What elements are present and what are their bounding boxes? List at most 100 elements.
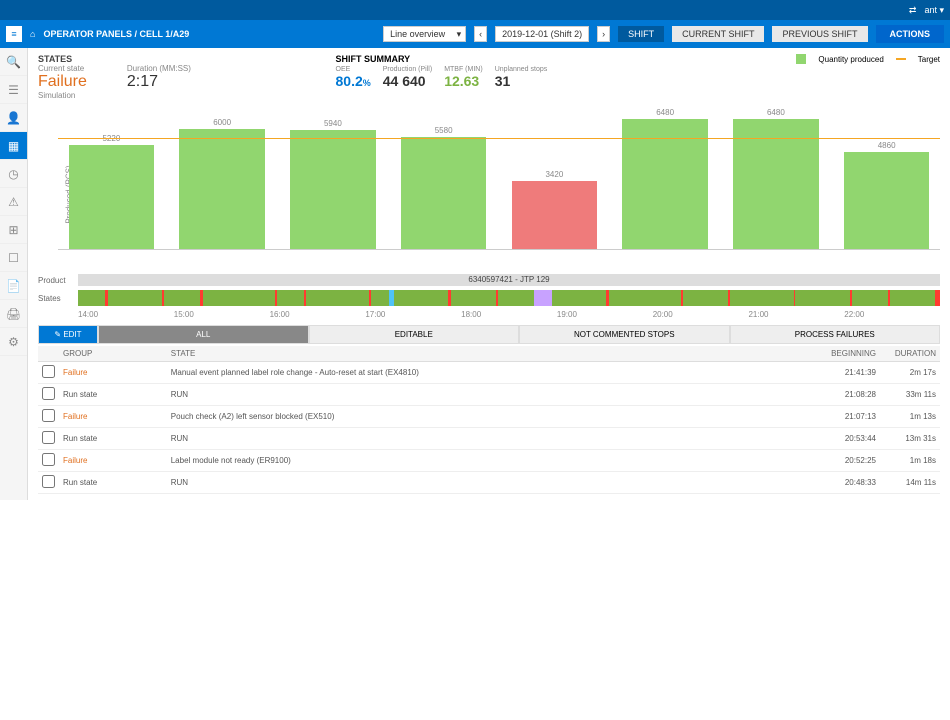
states-timeline (78, 290, 940, 306)
cell-duration: 13m 31s (880, 428, 940, 450)
tab-process-failures[interactable]: PROCESS FAILURES (730, 325, 941, 344)
legend-qty-swatch (796, 54, 806, 64)
states-heading: STATES (38, 54, 87, 64)
cell-beginning: 21:08:28 (820, 384, 880, 406)
col-beginning: BEGINNING (820, 346, 880, 362)
table-row[interactable]: Run stateRUN20:48:3314m 11s (38, 472, 940, 494)
summary-heading: SHIFT SUMMARY (336, 54, 548, 64)
tab-not-commented[interactable]: NOT COMMENTED STOPS (519, 325, 730, 344)
current-shift-button[interactable]: CURRENT SHIFT (672, 26, 764, 42)
cell-duration: 33m 11s (880, 384, 940, 406)
connectivity-icon: ⇄ (909, 5, 917, 16)
table-row[interactable]: Run stateRUN20:53:4413m 31s (38, 428, 940, 450)
states-timeline-label: States (38, 294, 78, 303)
sidebar: 🔍 ☰ 👤 ▦ ◷ ⚠ ⊞ ☐ 📄 🖨 ⚙ (0, 48, 28, 500)
tab-all[interactable]: ALL (98, 325, 309, 344)
cell-duration: 14m 11s (880, 472, 940, 494)
row-checkbox[interactable] (42, 409, 55, 422)
breadcrumb: OPERATOR PANELS / CELL 1/A29 (43, 29, 189, 39)
chart-bar (401, 137, 486, 249)
product-label: Product (38, 276, 78, 285)
legend-target-label: Target (918, 55, 940, 64)
chart-bar (179, 129, 264, 249)
date-selector[interactable]: 2019-12-01 (Shift 2) (495, 26, 589, 42)
menu-icon[interactable]: ≡ (6, 26, 22, 42)
sidebar-print-icon[interactable]: 🖨 (0, 300, 27, 328)
sidebar-search-icon[interactable]: 🔍 (0, 48, 27, 76)
shift-button[interactable]: SHIFT (618, 26, 664, 42)
cell-beginning: 21:41:39 (820, 362, 880, 384)
row-checkbox[interactable] (42, 453, 55, 466)
sidebar-warning-icon[interactable]: ⚠ (0, 188, 27, 216)
product-bar: 6340597421 - JTP 129 (78, 274, 940, 286)
chart-bar (69, 145, 154, 249)
metric-oee-value: 80.2% (336, 73, 371, 89)
sidebar-dashboard-icon[interactable]: ▦ (0, 132, 27, 160)
cell-beginning: 20:48:33 (820, 472, 880, 494)
table-row[interactable]: Run stateRUN21:08:2833m 11s (38, 384, 940, 406)
metric-oee-label: OEE (336, 66, 371, 73)
cell-group: Failure (59, 362, 167, 384)
sidebar-doc-icon[interactable]: ☐ (0, 244, 27, 272)
metric-prod-value: 44 640 (383, 73, 432, 89)
tabs: ✎ EDIT ALL EDITABLE NOT COMMENTED STOPS … (38, 325, 940, 344)
cell-group: Run state (59, 472, 167, 494)
sidebar-clock-icon[interactable]: ◷ (0, 160, 27, 188)
legend-target-swatch (896, 58, 906, 60)
table-row[interactable]: FailureLabel module not ready (ER9100)20… (38, 450, 940, 472)
next-button[interactable]: › (597, 26, 610, 42)
chart-legend: Quantity produced Target (796, 54, 940, 64)
cell-group: Run state (59, 384, 167, 406)
prev-button[interactable]: ‹ (474, 26, 487, 42)
user-menu[interactable]: ant ▾ (924, 5, 944, 16)
row-checkbox[interactable] (42, 365, 55, 378)
cell-duration: 1m 13s (880, 406, 940, 428)
topbar: ⇄ ant ▾ (0, 0, 950, 20)
time-ticks: 14:0015:0016:0017:0018:0019:0020:0021:00… (78, 310, 940, 319)
row-checkbox[interactable] (42, 431, 55, 444)
sidebar-list-icon[interactable]: ☰ (0, 76, 27, 104)
metric-mtbf-value: 12.63 (444, 73, 483, 89)
header: ≡ ⌂ OPERATOR PANELS / CELL 1/A29 Line ov… (0, 20, 950, 48)
chart-bar (512, 181, 597, 249)
sidebar-report-icon[interactable]: 📄 (0, 272, 27, 300)
table-row[interactable]: FailureManual event planned label role c… (38, 362, 940, 384)
col-state: STATE (167, 346, 820, 362)
cell-group: Failure (59, 450, 167, 472)
cell-beginning: 20:52:25 (820, 450, 880, 472)
cell-state: RUN (167, 472, 820, 494)
metric-mtbf-label: MTBF (MIN) (444, 66, 483, 73)
events-table: GROUP STATE BEGINNING DURATION FailureMa… (38, 346, 940, 494)
row-checkbox[interactable] (42, 475, 55, 488)
actions-button[interactable]: ACTIONS (876, 25, 945, 43)
cell-state: RUN (167, 384, 820, 406)
tab-editable[interactable]: EDITABLE (309, 325, 520, 344)
legend-qty-label: Quantity produced (818, 55, 883, 64)
home-icon[interactable]: ⌂ (30, 29, 35, 39)
duration-value: 2:17 (127, 73, 191, 91)
states-block: STATES Current state Failure Simulation (38, 54, 87, 100)
cell-state: Manual event planned label role change -… (167, 362, 820, 384)
sidebar-chart-icon[interactable]: ⊞ (0, 216, 27, 244)
metric-prod-label: Production (Pill) (383, 66, 432, 73)
table-row[interactable]: FailurePouch check (A2) left sensor bloc… (38, 406, 940, 428)
row-checkbox[interactable] (42, 387, 55, 400)
sidebar-user-icon[interactable]: 👤 (0, 104, 27, 132)
duration-block: Duration (MM:SS) 2:17 (127, 54, 191, 91)
sidebar-settings-icon[interactable]: ⚙ (0, 328, 27, 356)
cell-state: Label module not ready (ER9100) (167, 450, 820, 472)
shift-summary: SHIFT SUMMARY OEE80.2% Production (Pill)… (336, 54, 548, 89)
tab-edit[interactable]: ✎ EDIT (38, 325, 98, 344)
state-value: Failure (38, 73, 87, 91)
duration-label: Duration (MM:SS) (127, 64, 191, 73)
previous-shift-button[interactable]: PREVIOUS SHIFT (772, 26, 867, 42)
cell-duration: 2m 17s (880, 362, 940, 384)
view-dropdown[interactable]: Line overview (383, 26, 466, 42)
cell-beginning: 20:53:44 (820, 428, 880, 450)
metric-stops-value: 31 (495, 73, 548, 89)
cell-duration: 1m 18s (880, 450, 940, 472)
cell-group: Failure (59, 406, 167, 428)
cell-state: RUN (167, 428, 820, 450)
chart-bar (290, 130, 375, 249)
metric-stops-label: Unplanned stops (495, 66, 548, 73)
